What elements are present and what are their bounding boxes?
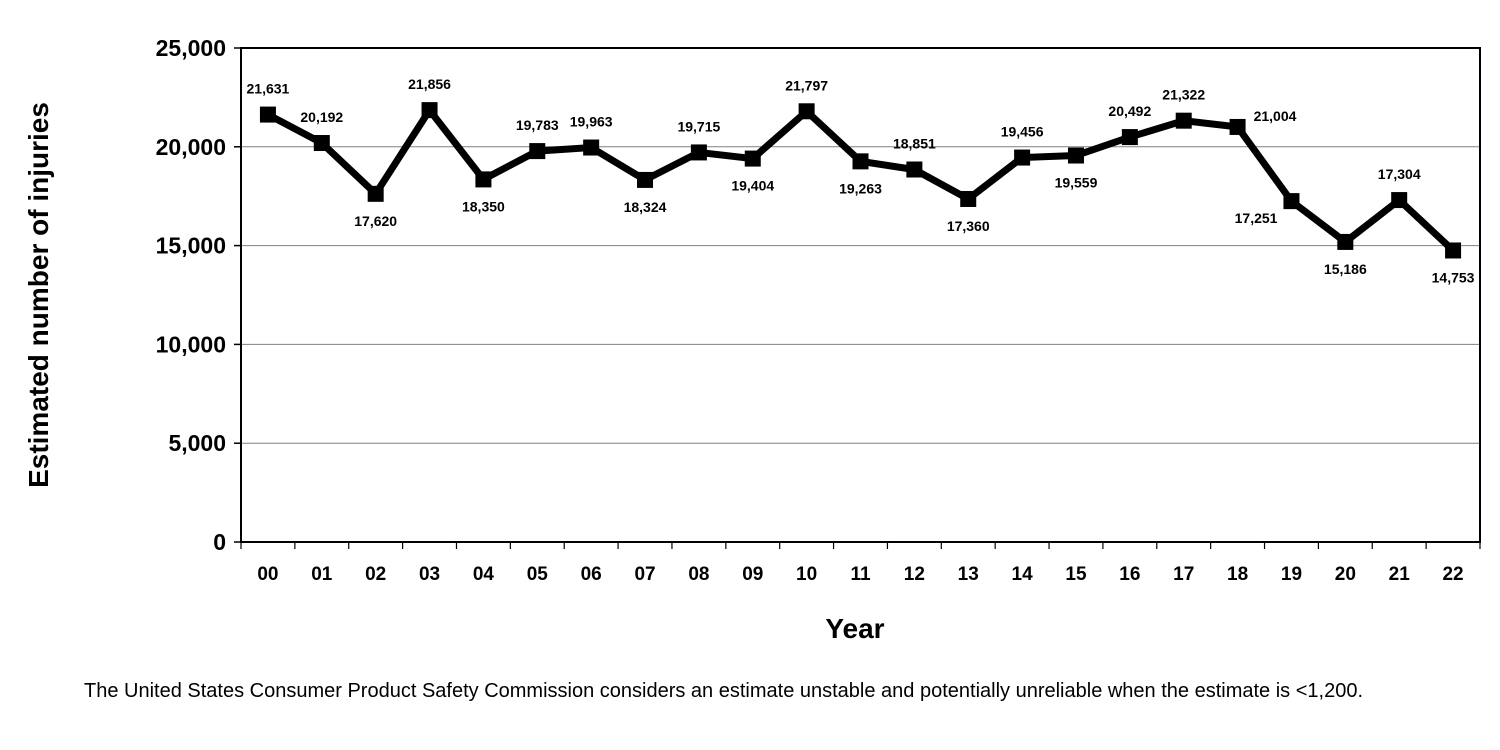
data-point-marker — [583, 139, 600, 156]
x-tick-label: 11 — [850, 564, 871, 585]
data-point-marker — [744, 150, 761, 167]
data-label: 19,783 — [516, 117, 559, 133]
series — [259, 102, 1462, 259]
data-label: 18,324 — [624, 199, 667, 215]
y-tick-label: 20,000 — [156, 134, 226, 160]
data-labels: 21,631 20,192 17,620 21,856 18,350 19,783 19,9… — [247, 76, 1475, 285]
data-point-marker — [367, 185, 384, 202]
data-point-marker — [259, 106, 276, 123]
data-label: 20,192 — [300, 109, 343, 125]
data-point-marker — [906, 161, 923, 178]
x-tick-label: 03 — [419, 564, 440, 585]
x-tick-label: 13 — [958, 564, 979, 585]
data-label: 19,715 — [677, 118, 720, 134]
data-point-marker — [1391, 192, 1408, 209]
x-tick-label: 18 — [1227, 564, 1248, 585]
x-tick-label: 06 — [581, 564, 602, 585]
y-tick-label: 10,000 — [156, 331, 226, 357]
y-axis-title: Estimated number of injuries — [23, 102, 54, 488]
data-point-marker — [1283, 193, 1300, 210]
x-tick-label: 15 — [1065, 564, 1087, 585]
data-point-marker — [475, 171, 492, 188]
x-tick-label: 01 — [311, 564, 333, 585]
x-tick-label: 10 — [796, 564, 817, 585]
data-label: 19,404 — [731, 178, 774, 194]
y-tick-label: 0 — [213, 529, 226, 555]
data-point-marker — [852, 153, 869, 170]
data-label: 19,263 — [839, 180, 882, 196]
data-label: 20,492 — [1108, 103, 1151, 119]
data-label: 18,350 — [462, 198, 505, 214]
y-tick-label: 15,000 — [156, 233, 226, 259]
x-tick-label: 20 — [1335, 564, 1356, 585]
y-tick-label: 25,000 — [156, 35, 226, 61]
data-label: 19,456 — [1001, 124, 1044, 140]
x-tick-label: 05 — [527, 564, 549, 585]
data-point-marker — [1014, 149, 1031, 166]
x-tick-label: 16 — [1119, 564, 1140, 585]
x-axis-title: Year — [825, 613, 884, 644]
data-label: 17,251 — [1235, 210, 1278, 226]
data-label: 21,856 — [408, 76, 451, 92]
data-point-marker — [960, 190, 977, 207]
y-axis: 0 5,000 10,000 15,000 20,000 25,000 — [156, 35, 241, 555]
data-point-marker — [1445, 242, 1462, 259]
x-tick-label: 07 — [634, 564, 655, 585]
data-label: 15,186 — [1324, 261, 1367, 277]
y-tick-label: 5,000 — [168, 430, 226, 456]
data-label: 21,322 — [1162, 87, 1205, 103]
data-label: 19,963 — [570, 114, 613, 130]
data-point-marker — [1337, 233, 1354, 250]
data-point-marker — [1067, 147, 1084, 164]
data-label: 21,797 — [785, 77, 828, 93]
x-tick-label: 14 — [1012, 564, 1034, 585]
data-label: 21,004 — [1254, 108, 1297, 124]
x-tick-label: 00 — [257, 564, 278, 585]
data-point-marker — [690, 144, 707, 161]
x-tick-label: 19 — [1281, 564, 1302, 585]
x-tick-label: 17 — [1173, 564, 1194, 585]
data-point-marker — [529, 143, 546, 160]
data-label: 18,851 — [893, 136, 936, 152]
data-point-marker — [421, 102, 438, 119]
data-point-marker — [798, 103, 815, 120]
data-point-marker — [313, 135, 330, 152]
data-point-marker — [1229, 118, 1246, 135]
data-point-marker — [1175, 112, 1192, 129]
x-tick-label: 12 — [904, 564, 925, 585]
data-label: 21,631 — [247, 81, 290, 97]
plot-area-frame — [240, 47, 1481, 543]
x-tick-label: 02 — [365, 564, 386, 585]
x-axis: 00 01 02 03 04 05 06 07 08 09 10 11 12 13 14 15 16 17 18 19… — [240, 542, 1481, 585]
x-tick-label: 08 — [688, 564, 709, 585]
x-tick-label: 04 — [473, 564, 495, 585]
data-label: 14,753 — [1432, 269, 1475, 285]
data-label: 19,559 — [1055, 175, 1098, 191]
data-point-marker — [637, 171, 654, 188]
footnote: The United States Consumer Product Safet… — [84, 680, 1364, 702]
x-tick-label: 09 — [742, 564, 763, 585]
x-tick-label: 22 — [1442, 564, 1463, 585]
data-label: 17,360 — [947, 218, 990, 234]
gridlines — [241, 146, 1480, 444]
data-label: 17,620 — [354, 213, 397, 229]
x-tick-label: 21 — [1389, 564, 1411, 585]
data-label: 17,304 — [1378, 166, 1421, 182]
data-point-marker — [1121, 129, 1138, 146]
